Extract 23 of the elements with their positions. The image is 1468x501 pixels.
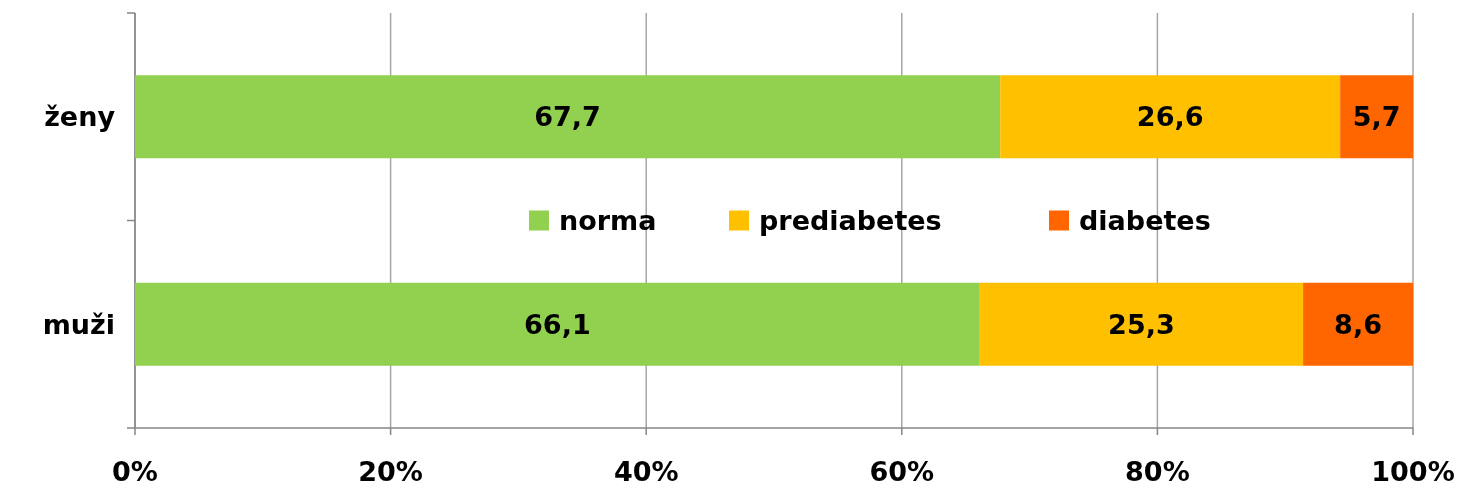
- bar: [979, 282, 1304, 366]
- data-label: 25,3: [1108, 308, 1175, 340]
- x-tick-label: 80%: [1125, 456, 1190, 487]
- data-label: 67,7: [534, 101, 601, 133]
- bar: [135, 75, 1001, 159]
- bar: [1303, 282, 1413, 366]
- x-tick-label: 20%: [358, 456, 423, 487]
- legend-label: norma: [559, 204, 657, 236]
- bar: [1000, 75, 1341, 159]
- bar: [135, 282, 980, 366]
- data-label: 66,1: [524, 308, 591, 340]
- y-tick-label: ženy: [44, 101, 116, 133]
- data-label: 5,7: [1352, 101, 1401, 133]
- legend-label: diabetes: [1079, 204, 1211, 236]
- bar: [1340, 75, 1413, 159]
- x-tick-label: 40%: [613, 456, 679, 487]
- legend-label: prediabetes: [759, 204, 942, 236]
- x-tick-label: 0%: [112, 456, 158, 487]
- y-tick-label: muži: [42, 308, 115, 340]
- x-tick-label: 100%: [1371, 456, 1455, 487]
- x-tick-label: 60%: [869, 456, 935, 487]
- data-label: 8,6: [1334, 308, 1382, 340]
- data-label: 26,6: [1136, 101, 1204, 133]
